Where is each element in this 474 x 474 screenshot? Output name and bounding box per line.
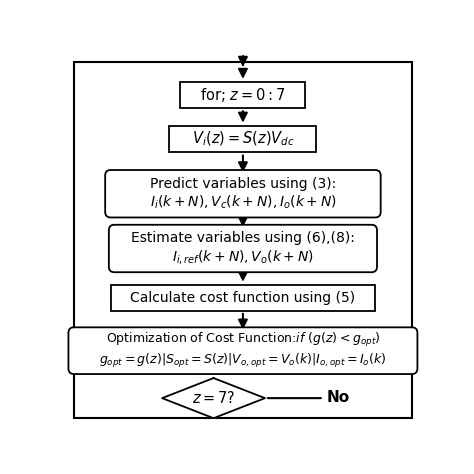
Text: Optimization of Cost Function:$if\ (g(z) < g_{opt})$
$g_{opt}=g(z)|S_{opt}=S(z)|: Optimization of Cost Function:$if\ (g(z)…: [99, 331, 387, 370]
FancyBboxPatch shape: [109, 225, 377, 272]
FancyBboxPatch shape: [105, 170, 381, 218]
Text: Estimate variables using (6),(8):
$I_{i,ref}(k+N), V_o(k+N)$: Estimate variables using (6),(8): $I_{i,…: [131, 231, 355, 266]
Polygon shape: [162, 378, 265, 418]
Text: $z = 7?$: $z = 7?$: [191, 390, 236, 406]
FancyBboxPatch shape: [181, 82, 305, 109]
Text: No: No: [327, 390, 350, 404]
Text: for; $z = 0:7$: for; $z = 0:7$: [200, 86, 286, 104]
FancyBboxPatch shape: [169, 126, 316, 152]
Text: $V_i(z) = S(z)V_{dc}$: $V_i(z) = S(z)V_{dc}$: [191, 130, 294, 148]
FancyBboxPatch shape: [110, 284, 375, 311]
Text: Calculate cost function using (5): Calculate cost function using (5): [130, 291, 356, 305]
FancyBboxPatch shape: [68, 328, 418, 374]
Text: Predict variables using (3):
$I_i(k+N), V_c(k+N), I_o(k+N)$: Predict variables using (3): $I_i(k+N), …: [150, 177, 336, 211]
